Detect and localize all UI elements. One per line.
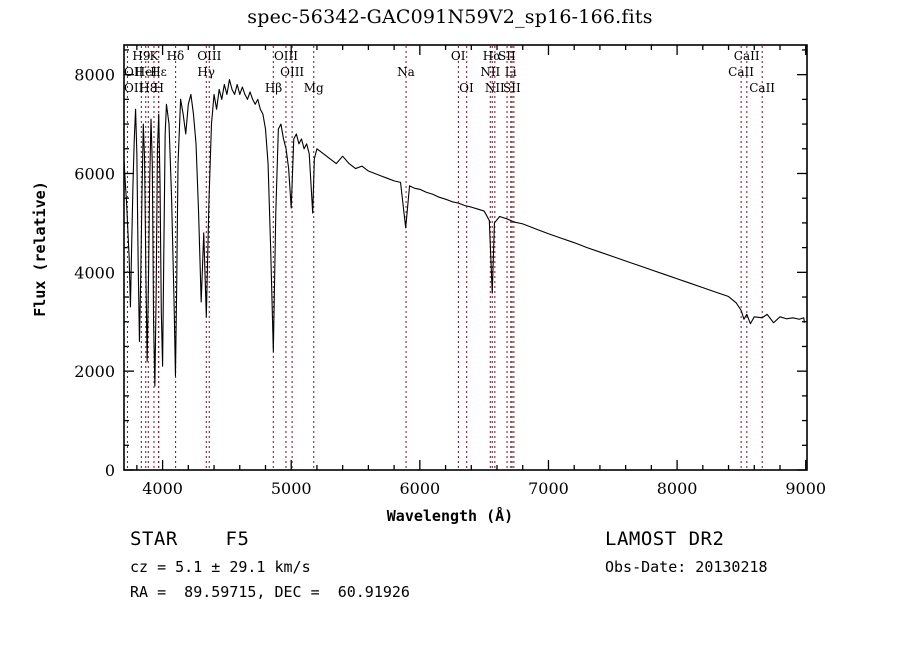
line-label-H8: H8 — [139, 81, 158, 95]
line-label-H: Hδ — [166, 49, 185, 63]
line-label-CaII: CaII — [728, 65, 754, 79]
y-tick-label: 4000 — [74, 263, 115, 282]
plot-frame — [123, 44, 808, 471]
line-label-OII: OII — [124, 65, 144, 79]
line-label-OIII: OIII — [273, 49, 298, 63]
x-tick-label: 7000 — [528, 479, 569, 498]
line-label-K: K — [149, 49, 159, 63]
footer-left-block: STAR F5 cz = 5.1 ± 29.1 km/s RA = 89.597… — [130, 528, 410, 601]
line-label-H: Hε — [150, 65, 167, 79]
footer-info: STAR F5 cz = 5.1 ± 29.1 km/s RA = 89.597… — [0, 528, 900, 648]
x-tick-label: 8000 — [657, 479, 698, 498]
line-label-SII: SII — [503, 81, 521, 95]
x-tick-label: 4000 — [142, 479, 183, 498]
footer-right-block: LAMOST DR2 Obs-Date: 20130218 — [605, 528, 768, 583]
x-tick-label: 5000 — [271, 479, 312, 498]
line-label-OIII: OIII — [280, 65, 305, 79]
line-label-H: Hγ — [197, 65, 215, 79]
x-axis-label: Wavelength (Å) — [386, 507, 514, 525]
line-label-H: Hα — [482, 49, 502, 63]
line-label-Mg: Mg — [303, 81, 324, 95]
line-label-H: Hβ — [264, 81, 283, 95]
observation-date: Obs-Date: 20130218 — [605, 558, 768, 576]
line-label-NII: NII — [484, 81, 505, 95]
object-class-line: STAR F5 — [130, 528, 250, 550]
x-tick-label: 9000 — [785, 479, 826, 498]
line-label-HeI: HeI — [134, 65, 158, 79]
line-label-OI: OI — [450, 49, 466, 63]
coordinates-line: RA = 89.59715, DEC = 60.91926 — [130, 583, 410, 601]
line-label-CaII: CaII — [733, 49, 760, 63]
page-title: spec-56342-GAC091N59V2_sp16-166.fits — [247, 6, 653, 28]
axis-ticks — [124, 45, 807, 471]
line-label-Li: Li — [504, 65, 517, 79]
line-label-NII: NII — [480, 65, 501, 79]
spectrum-line — [124, 79, 805, 387]
line-label-H9: H9 — [132, 49, 151, 63]
spectral-marker-lines — [126, 46, 763, 469]
y-tick-label: 2000 — [74, 362, 115, 381]
y-tick-label: 6000 — [74, 164, 115, 183]
line-label-Na: Na — [397, 65, 415, 79]
line-label-OI: OI — [459, 81, 474, 95]
line-label-H: H — [153, 81, 164, 95]
y-tick-label: 0 — [105, 461, 115, 480]
line-label-OIII: OIII — [197, 49, 222, 63]
line-label-CaII: CaII — [749, 81, 776, 95]
y-tick-label: 8000 — [74, 66, 115, 85]
y-axis-label: Flux (relative) — [31, 181, 49, 317]
line-label-SII: SII — [498, 49, 516, 63]
x-tick-label: 6000 — [399, 479, 440, 498]
line-label-OII: OII — [124, 81, 144, 95]
redshift-line: cz = 5.1 ± 29.1 km/s — [130, 558, 311, 576]
survey-name: LAMOST DR2 — [605, 528, 725, 550]
